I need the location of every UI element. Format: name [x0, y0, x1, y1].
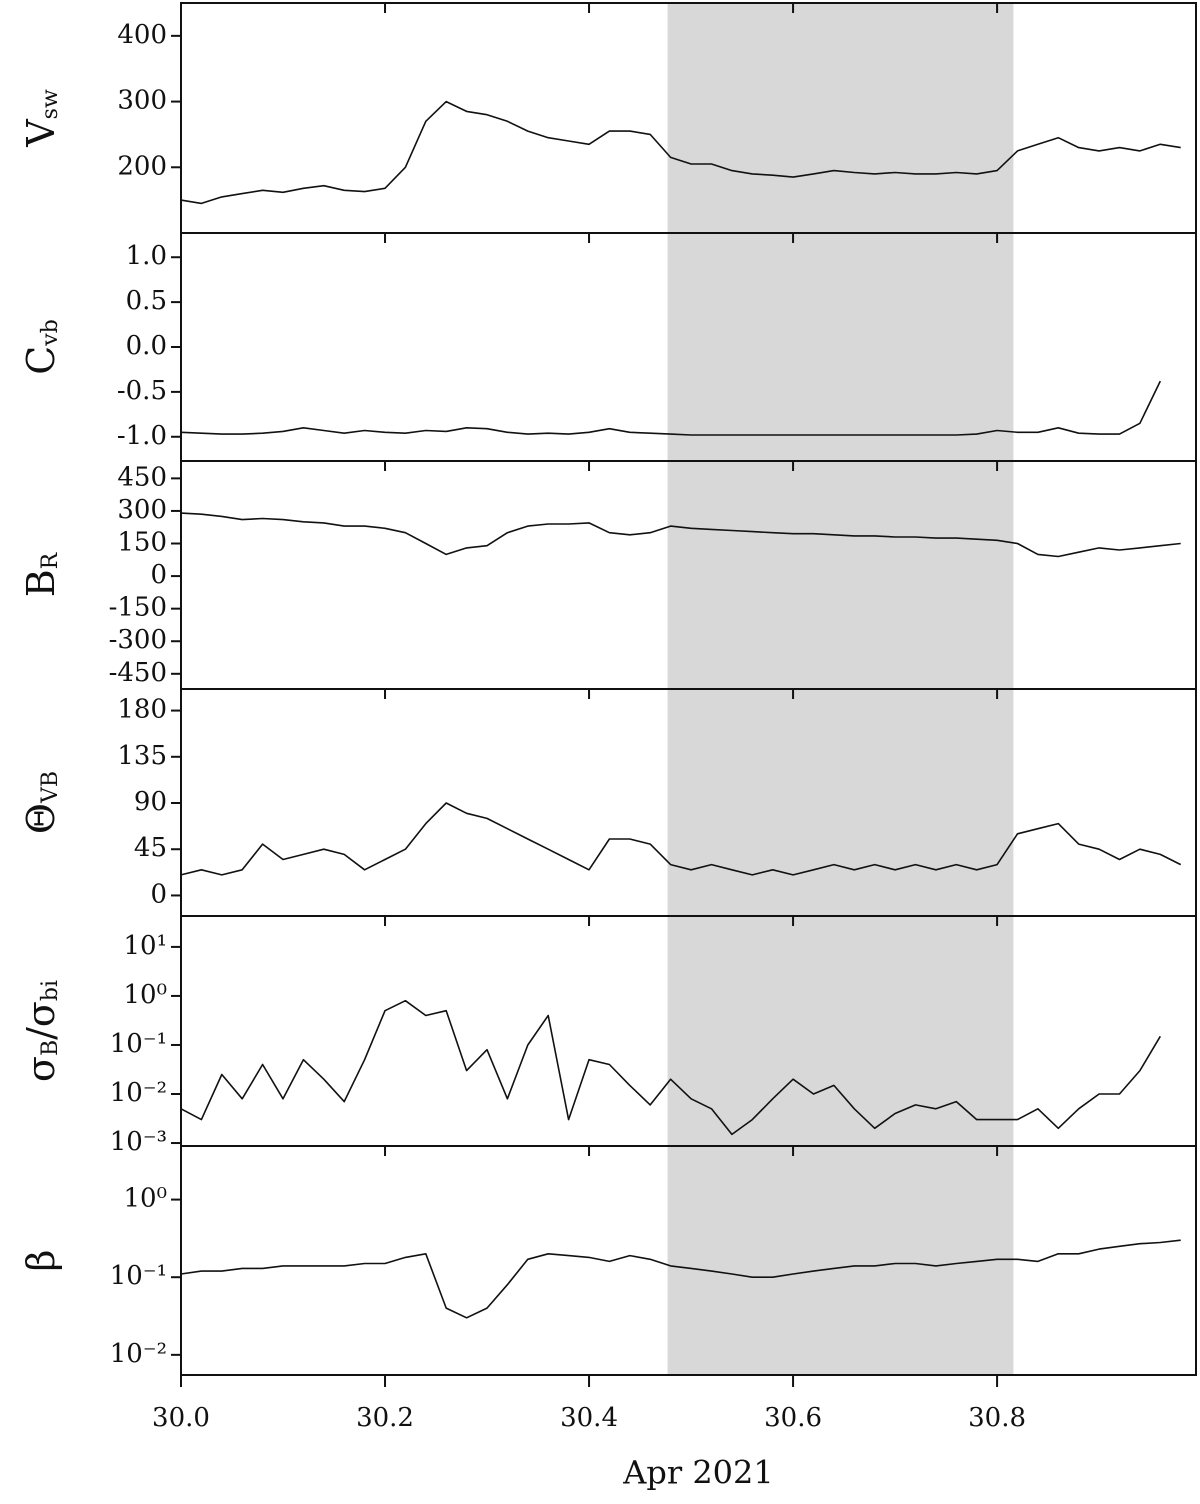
y-tick-label: 10⁻³	[110, 1127, 167, 1157]
y-tick-label: 300	[117, 495, 167, 525]
y-axis-label-main: V	[19, 119, 63, 148]
y-axis-label-main: /σ	[19, 1001, 63, 1040]
y-tick-label: -1.0	[117, 421, 167, 451]
y-tick-label: -0.5	[117, 376, 167, 406]
highlight-band	[667, 233, 1014, 461]
y-tick-label: -300	[109, 625, 167, 655]
y-tick-label: 0.0	[126, 331, 167, 361]
y-axis-label-main: B	[19, 569, 63, 597]
y-axis-label-main: C	[19, 346, 63, 375]
y-tick-label: 10⁻¹	[110, 1029, 167, 1059]
data-line	[180, 380, 1162, 436]
y-axis-label-main: σ	[19, 1056, 63, 1082]
y-tick-label: 400	[117, 20, 167, 50]
x-tick-label: 30.4	[560, 1403, 618, 1433]
y-tick-label: 10⁻¹	[110, 1261, 167, 1291]
y-axis-label: Cvb	[19, 319, 63, 375]
x-tick-label: 30.6	[764, 1403, 822, 1433]
y-axis-label-sub: R	[38, 551, 63, 569]
y-tick-label: 200	[117, 151, 167, 181]
highlight-band	[667, 461, 1014, 689]
y-tick-label: 0	[150, 879, 167, 909]
y-axis-label: β	[19, 1250, 63, 1272]
y-axis-label: σB/σbi	[19, 980, 63, 1082]
highlight-band	[667, 1146, 1014, 1375]
y-tick-label: 135	[117, 741, 167, 771]
y-axis-label-main: β	[19, 1250, 63, 1272]
highlight-band	[667, 689, 1014, 916]
y-tick-label: 0	[150, 560, 167, 590]
data-line	[180, 1239, 1181, 1319]
y-tick-label: 180	[117, 695, 167, 725]
y-tick-label: 10¹	[123, 931, 167, 961]
highlight-band	[667, 916, 1014, 1146]
highlight-band	[667, 3, 1014, 233]
data-line	[180, 100, 1181, 205]
y-tick-label: 1.0	[126, 241, 167, 271]
y-tick-label: 0.5	[126, 286, 167, 316]
y-axis-label: ΘVB	[19, 771, 63, 834]
y-axis-label: Vsw	[19, 89, 63, 148]
x-axis-label: Apr 2021	[622, 1454, 774, 1492]
y-axis-label-sub: bi	[38, 980, 63, 1001]
data-line	[180, 802, 1182, 876]
panel-frame	[180, 1145, 1197, 1376]
y-tick-label: 90	[134, 787, 167, 817]
y-axis-label-sub: sw	[38, 89, 63, 119]
y-tick-label: 10⁰	[123, 1184, 167, 1214]
y-tick-label: 10⁻²	[110, 1078, 167, 1108]
x-tick-label: 30.2	[356, 1403, 414, 1433]
y-tick-label: -150	[109, 593, 167, 623]
y-tick-label: 10⁻²	[110, 1339, 167, 1369]
y-tick-label: 300	[117, 86, 167, 116]
data-line	[180, 512, 1181, 558]
y-axis-label: BR	[19, 551, 63, 597]
x-tick-label: 30.0	[152, 1403, 210, 1433]
y-axis-label-main: Θ	[19, 803, 63, 834]
y-axis-label-sub: VB	[38, 771, 63, 804]
y-tick-label: 10⁰	[123, 980, 167, 1010]
y-tick-label: 450	[117, 462, 167, 492]
y-axis-label-sub: B	[38, 1040, 63, 1056]
y-tick-label: 150	[117, 528, 167, 558]
x-tick-label: 30.8	[968, 1403, 1026, 1433]
y-tick-label: 45	[134, 833, 167, 863]
y-tick-label: -450	[109, 658, 167, 688]
data-line	[180, 999, 1161, 1136]
y-axis-label-sub: vb	[38, 319, 63, 347]
